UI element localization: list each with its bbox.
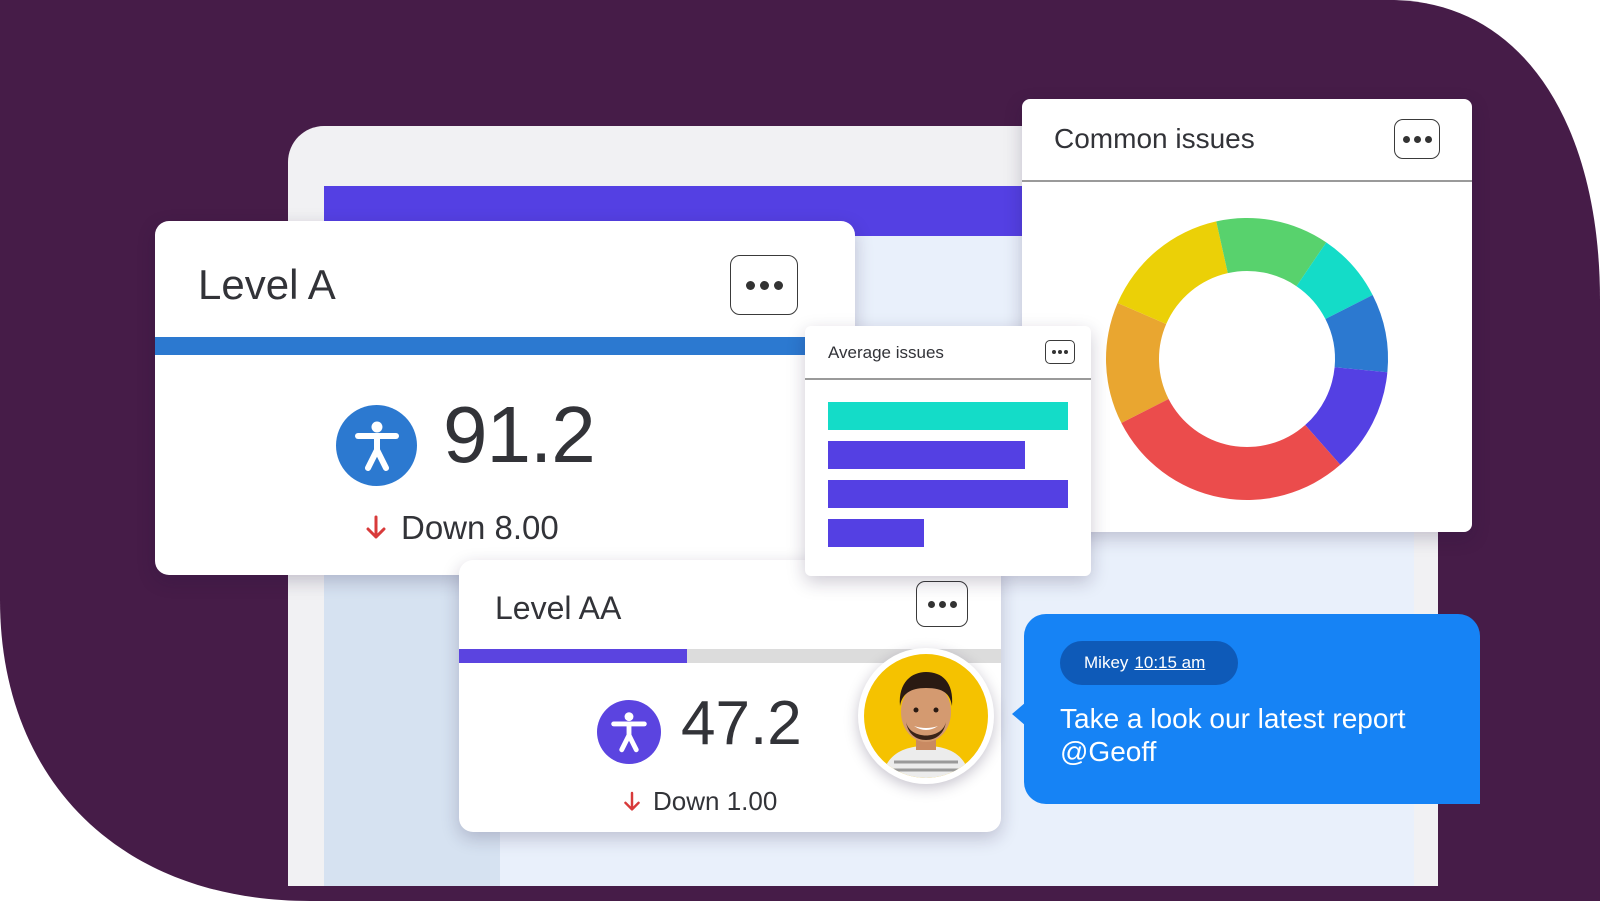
level-aa-delta-label: Down 1.00 [653,786,778,816]
level-aa-score: 47.2 [681,689,802,758]
chat-author: Mikey [1084,653,1129,672]
more-options-icon [1413,135,1421,143]
chat-message-bubble[interactable]: Mikey 10:15 am Take a look our latest re… [1024,614,1480,804]
more-options-icon [759,280,769,290]
more-options-icon [949,600,957,608]
arrow-down-icon [366,515,386,539]
more-options-icon [745,280,755,290]
avatar-photo [864,654,988,778]
average-issues-bar-2 [828,441,1025,469]
average-issues-card: Average issues [805,326,1091,576]
average-issues-title: Average issues [828,343,944,362]
average-issues-bar-chart [828,402,1068,558]
level-a-progress-fill [155,337,813,355]
accessibility-icon [336,405,417,486]
common-issues-donut-chart [1106,218,1388,500]
average-issues-bar-1 [828,402,1068,430]
donut-segment-2 [1117,221,1228,325]
level-aa-more-options-button[interactable] [916,581,968,627]
accessibility-icon [597,700,661,764]
common-issues-title: Common issues [1054,123,1255,154]
average-issues-bar-3 [828,480,1068,508]
level-a-title: Level A [198,261,336,308]
level-a-delta: Down 8.00 [365,509,559,547]
level-a-more-options-button[interactable] [730,255,798,315]
average-issues-bar-4 [828,519,924,547]
average-issues-more-options-button[interactable] [1045,340,1075,364]
donut-segment-5 [1325,294,1388,373]
user-avatar[interactable] [858,648,994,784]
more-options-icon [1064,350,1068,354]
more-options-icon [773,280,783,290]
level-aa-progress-bar [459,649,1001,663]
level-a-progress-bar [155,337,855,355]
level-a-score: 91.2 [443,390,596,479]
level-aa-title: Level AA [495,590,622,626]
donut-segment-6 [1305,367,1388,465]
more-options-icon [1058,350,1062,354]
level-aa-delta: Down 1.00 [623,786,777,817]
card-divider [805,378,1091,380]
chat-meta-pill: Mikey 10:15 am [1060,641,1239,685]
donut-segment-1 [1106,303,1169,424]
level-a-delta-label: Down 8.00 [401,509,559,546]
more-options-icon [938,600,946,608]
card-divider [1022,180,1472,182]
level-a-card: Level A 91.2 Down 8.00 [155,221,855,575]
donut-segment-4 [1296,242,1373,320]
common-issues-more-options-button[interactable] [1394,119,1440,159]
common-issues-card: Common issues [1022,99,1472,532]
more-options-icon [1052,350,1056,354]
more-options-icon [1402,135,1410,143]
donut-segment-7 [1121,398,1341,500]
more-options-icon [1424,135,1432,143]
level-aa-progress-fill [459,649,687,663]
more-options-icon [927,600,935,608]
chat-bubble-tail [1012,702,1026,726]
chat-timestamp-link[interactable]: 10:15 am [1134,653,1206,672]
arrow-down-icon [624,791,640,811]
donut-segment-3 [1216,218,1327,287]
chat-message-text: Take a look our latest report @Geoff [1060,703,1406,767]
